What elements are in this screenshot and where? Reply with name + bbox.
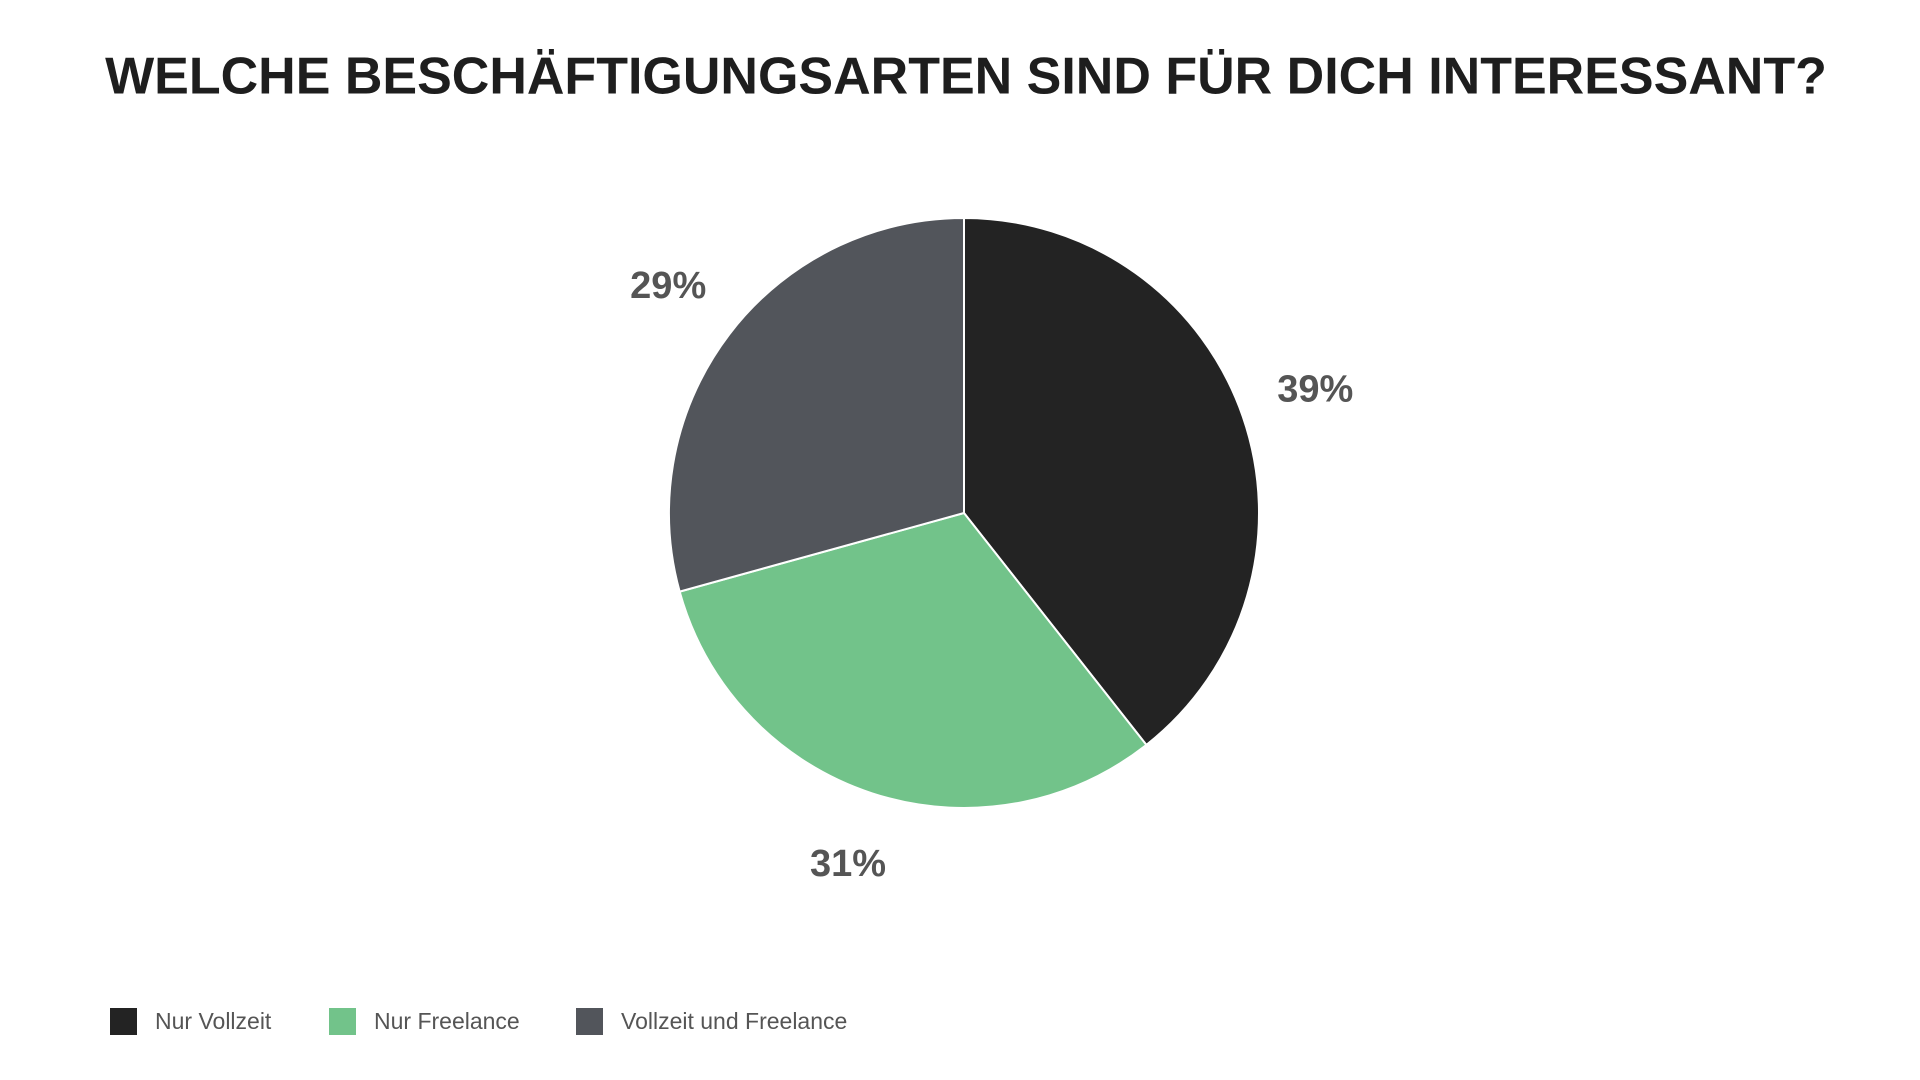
- pie-slice: [668, 216, 965, 593]
- legend-swatch: [576, 1008, 603, 1035]
- chart-title: WELCHE BESCHÄFTIGUNGSARTEN SIND FÜR DICH…: [105, 48, 1827, 106]
- pie-slice: [963, 216, 1261, 747]
- legend-swatch: [110, 1008, 137, 1035]
- legend-swatch: [329, 1008, 356, 1035]
- legend-label: Nur Freelance: [374, 1008, 520, 1034]
- value-label: 39%: [1277, 368, 1353, 410]
- value-label: 31%: [810, 843, 886, 885]
- legend-label: Vollzeit und Freelance: [621, 1008, 847, 1034]
- legend-label: Nur Vollzeit: [155, 1008, 272, 1034]
- pie-slice: [678, 511, 1148, 809]
- value-label: 29%: [630, 265, 706, 307]
